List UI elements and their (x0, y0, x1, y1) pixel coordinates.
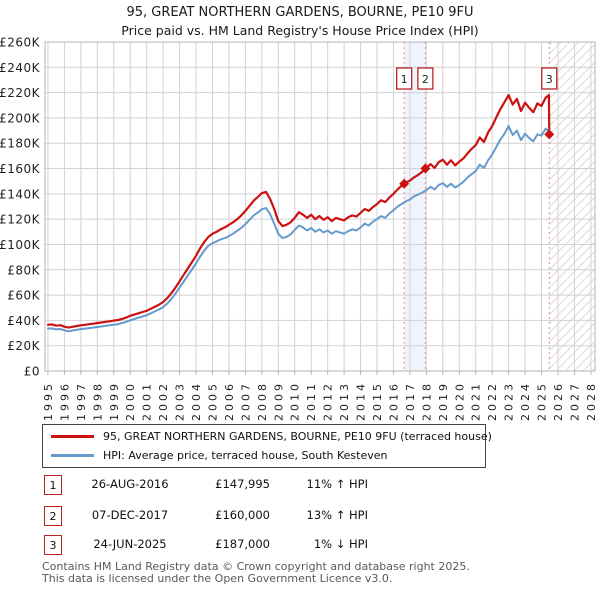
transaction-3-badge: 3 (44, 535, 62, 555)
price-history-chart: 1 2 3 £0 £20K £40K £60K £80K £100K £120K £140K £160… (0, 36, 598, 422)
hpi-average-line (47, 125, 550, 333)
y-axis-label: £200K (0, 111, 41, 125)
page-title: 95, GREAT NORTHERN GARDENS, BOURNE, PE10… (126, 5, 474, 20)
sale-marker-diamond (420, 163, 431, 174)
x-axis-label: 2001 (141, 381, 154, 421)
transaction-2-date: 07-DEC-2017 (91, 508, 169, 522)
x-axis-label: 2008 (256, 381, 269, 421)
legend-item-hpi: HPI: Average price, terraced house, Sout… (51, 448, 485, 464)
y-axis-label: £100K (0, 238, 41, 252)
y-axis-label: £240K (0, 61, 41, 75)
sale-marker-label: 3 (546, 73, 553, 86)
legend-item-property: 95, GREAT NORTHERN GARDENS, BOURNE, PE10… (51, 429, 492, 445)
x-axis-label: 1997 (75, 381, 88, 421)
x-axis-label: 2004 (190, 381, 203, 421)
x-axis-label: 2000 (124, 381, 137, 421)
x-axis-label: 2015 (371, 381, 384, 421)
sale-marker-label-box (417, 67, 434, 90)
y-axis-label: £60K (7, 289, 40, 303)
x-axis-label: 2021 (470, 381, 483, 421)
transaction-3-date: 24-JUN-2025 (93, 537, 167, 551)
x-axis-label: 2006 (223, 381, 236, 421)
y-axis-label: £220K (0, 86, 41, 100)
x-axis-label: 1995 (42, 381, 55, 421)
x-axis-label: 2005 (206, 381, 219, 421)
x-axis-label: 2013 (338, 381, 351, 421)
x-axis-label: 2018 (420, 381, 433, 421)
sale-marker-diamond (544, 129, 555, 140)
transaction-row: 1 26-AUG-2016 £147,995 11% ↑ HPI (0, 475, 600, 495)
y-axis-label: £20K (7, 339, 40, 353)
transaction-row: 3 24-JUN-2025 £187,000 1% ↓ HPI (0, 535, 600, 555)
x-axis-label: 2011 (305, 381, 318, 421)
x-axis-label: 2020 (453, 381, 466, 421)
x-axis-label: 2024 (519, 381, 532, 421)
chart-legend: 95, GREAT NORTHERN GARDENS, BOURNE, PE10… (42, 424, 492, 468)
sale-marker-label: 1 (401, 73, 408, 86)
property-price-line (46, 93, 551, 329)
property-line-swatch (51, 435, 94, 438)
x-axis-label: 1999 (108, 381, 121, 421)
sale-marker-label: 2 (422, 73, 429, 86)
y-axis-label: £120K (0, 213, 41, 227)
y-axis-label: £180K (0, 137, 41, 151)
sale-marker-label-box (541, 67, 558, 90)
x-axis-label: 2027 (568, 381, 581, 421)
x-axis-label: 2017 (404, 381, 417, 421)
transaction-2-badge: 2 (44, 506, 62, 526)
between-sales-band (404, 42, 426, 371)
page-subtitle: Price paid vs. HM Land Registry's House … (121, 23, 479, 38)
hpi-line-swatch (51, 454, 94, 457)
x-axis-label: 2026 (552, 381, 565, 421)
transaction-1-date: 26-AUG-2016 (91, 477, 169, 491)
x-axis-label: 1998 (91, 381, 104, 421)
sale-marker-label-box (396, 67, 413, 90)
future-hatch-region (549, 42, 595, 371)
y-axis-label: £160K (0, 162, 41, 176)
legend-label-property: 95, GREAT NORTHERN GARDENS, BOURNE, PE10… (103, 430, 492, 443)
plot-border (44, 41, 596, 372)
x-axis-label: 2022 (486, 381, 499, 421)
x-axis-label: 2009 (272, 381, 285, 421)
transaction-2-hpi-delta: 13% ↑ HPI (306, 508, 368, 522)
transaction-1-price: £147,995 (215, 477, 270, 491)
x-axis-label: 2019 (437, 381, 450, 421)
transaction-2-price: £160,000 (215, 508, 270, 522)
y-axis-label: £260K (0, 36, 41, 50)
x-axis-label: 1996 (58, 381, 71, 421)
x-axis-label: 2023 (503, 381, 516, 421)
y-axis-label: £0 (24, 365, 40, 379)
x-axis-label: 2012 (322, 381, 335, 421)
copyright-notice: Contains HM Land Registry data © Crown c… (42, 560, 470, 573)
y-axis-label: £80K (7, 263, 40, 277)
y-axis-label: £140K (0, 187, 41, 201)
x-axis-label: 2025 (536, 381, 549, 421)
transaction-3-price: £187,000 (215, 537, 270, 551)
x-axis-label: 2016 (387, 381, 400, 421)
sale-marker-diamond (399, 178, 410, 189)
legend-label-hpi: HPI: Average price, terraced house, Sout… (103, 449, 388, 462)
transaction-1-badge: 1 (44, 475, 62, 495)
x-axis-label: 2028 (585, 381, 598, 421)
x-axis-label: 2010 (289, 381, 302, 421)
transaction-1-hpi-delta: 11% ↑ HPI (306, 477, 368, 491)
x-axis-label: 2014 (355, 381, 368, 421)
x-axis-label: 2003 (174, 381, 187, 421)
transaction-3-hpi-delta: 1% ↓ HPI (313, 537, 368, 551)
x-axis-label: 2007 (239, 381, 252, 421)
transaction-row: 2 07-DEC-2017 £160,000 13% ↑ HPI (0, 506, 600, 526)
y-axis-label: £40K (7, 314, 40, 328)
x-axis-label: 2002 (157, 381, 170, 421)
licence-notice: This data is licensed under the Open Gov… (42, 572, 393, 585)
